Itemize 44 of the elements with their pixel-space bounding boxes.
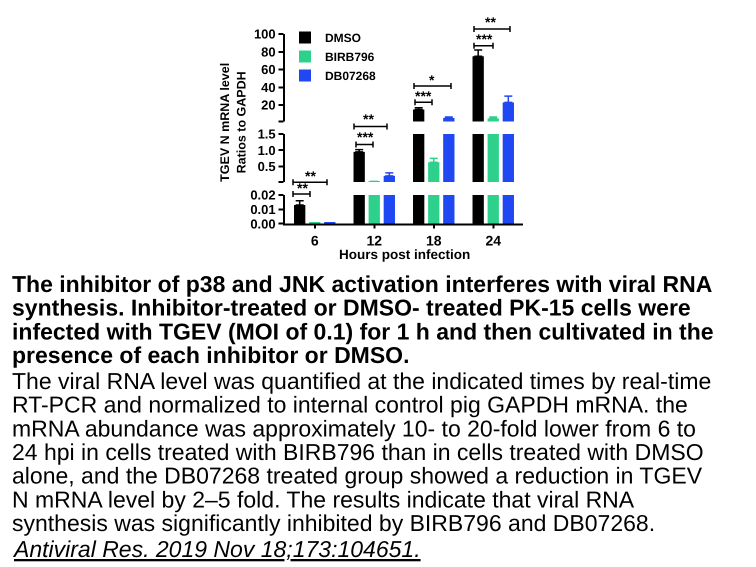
y-tick-label: 60 — [261, 62, 276, 78]
y-tick-label: 80 — [261, 44, 276, 60]
y-tick-label: 100 — [254, 26, 276, 42]
legend-label: BIRB796 — [325, 50, 375, 64]
x-tick-label: 6 — [310, 232, 319, 248]
bar — [428, 195, 440, 224]
x-tick-label: 12 — [366, 232, 382, 248]
y-tick-label: 0.5 — [258, 158, 276, 174]
y-tick-label: 1.0 — [258, 142, 276, 158]
y-axis-title: TGEV N mRNA level Ratios to GAPDH — [218, 62, 248, 182]
bar — [354, 152, 365, 182]
bar — [488, 195, 499, 224]
y-tick-label: 20 — [261, 98, 276, 113]
x-tick-label: 18 — [426, 232, 442, 248]
bar — [488, 134, 499, 182]
annotation: ** — [363, 111, 374, 127]
text: The viral RNA level was quantified at the indicated times by real-time RT-PCR and normalized to internal control pig GAPDH mRNA. the mRNA abundance was approximately 10- to 20-fold lower from 6 to 24 hpi in cells treated with BIRB796 than in cells treated with DMSO alone, and the DB07268 treated group showed a reduction in TGEV N mRNA level by 2–5 fold. The results indicate that viral RNA synthesis was significantly inhibited by BIRB796 and DB07268. — [12, 368, 712, 536]
annotation: * — [429, 72, 435, 88]
bar — [413, 110, 424, 122]
legend-label: DB07268 — [325, 69, 376, 84]
bar — [472, 134, 484, 182]
y-tick-label: 0.01 — [250, 202, 276, 217]
annotation: *** — [415, 88, 432, 104]
bar — [413, 134, 424, 182]
bar — [368, 195, 380, 224]
legend-label: DMSO — [325, 31, 361, 46]
y-tick-label: 0.00 — [250, 216, 276, 232]
bar — [443, 134, 454, 182]
bar — [443, 195, 454, 224]
bar — [384, 176, 395, 182]
bar — [384, 195, 395, 224]
bar — [502, 195, 514, 224]
bar — [443, 118, 454, 122]
text: ** — [485, 14, 496, 30]
x-tick-label: 24 — [485, 232, 502, 248]
x-axis-title: Hours post infection — [339, 247, 470, 262]
y-tick-label: 0.02 — [250, 188, 276, 203]
y-tick-label: 40 — [261, 80, 276, 95]
annotation: *** — [357, 129, 374, 145]
bar — [502, 134, 514, 182]
annotation: *** — [476, 31, 493, 47]
y-tick-label: 1.5 — [258, 126, 276, 142]
text: Antiviral Res. 2019 Nov 18;173:104651. — [12, 536, 421, 562]
text: The inhibitor of p38 and JNK activation interferes with viral RNA synthesis. Inhibitor-treated or DMSO- treated PK-15 cells were infected with TGEV (MOI of 0.1) for 1 h and then cultivated in the presence of each inhibitor or DMSO. — [12, 271, 714, 368]
